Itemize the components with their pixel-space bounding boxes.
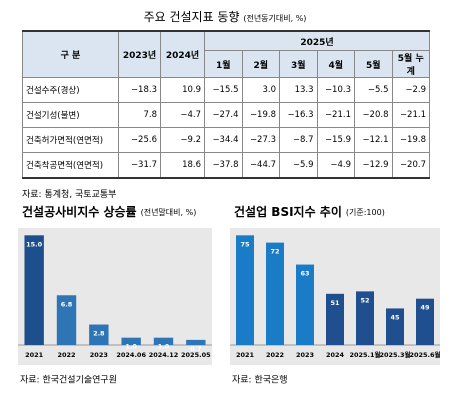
value-label: 6.8	[61, 300, 73, 308]
cell: −37.8	[204, 152, 243, 179]
chart-subtitle: (전년말대비, %)	[141, 207, 197, 217]
cell: −4.9	[316, 152, 355, 179]
value-label: 0.7	[190, 345, 202, 353]
table-unit: (전년동기대비, %)	[243, 14, 307, 23]
cell: 18.6	[160, 152, 205, 179]
table-title-row: 주요 건설지표 동향 (전년동기대비, %)	[0, 8, 450, 25]
value-label: 49	[420, 304, 430, 312]
cell: −19.8	[391, 127, 430, 153]
cell: −31.7	[118, 152, 161, 179]
cell: −12.9	[354, 152, 393, 179]
value-label: 15.0	[26, 240, 43, 248]
value-label: 2.8	[93, 330, 105, 338]
table: 구 분 2023년 2024년 2025년 1월 2월 3월 4월 5월 5월 누계 건설수주(…	[22, 30, 430, 179]
bar	[266, 242, 284, 345]
table-row: 건축착공면적(연면적) −31.7 18.6 −37.8 −44.7 −5.9 −4.9 −1…	[22, 152, 430, 179]
x-tick-label: 2022	[266, 351, 284, 359]
chart-source: 자료: 한국건설기술연구원	[20, 375, 117, 386]
table-source: 자료: 통계청, 국토교통부	[22, 190, 117, 200]
x-tick-label: 2022	[57, 351, 75, 359]
value-label: 75	[240, 240, 250, 248]
table-row: 건축허가면적(연면적) −25.6 −9.2 −34.4 −27.3 −8.7 −15.9−…	[22, 127, 430, 153]
cell: −20.7	[391, 152, 430, 179]
cell: −12.1	[354, 127, 393, 153]
bar	[89, 324, 109, 345]
value-label: 1.0	[125, 343, 137, 351]
value-label: 63	[300, 270, 309, 278]
cell: −25.6	[118, 127, 161, 153]
row-label: 건축착공면적(연면적)	[22, 152, 119, 179]
table-title: 주요 건설지표 동향	[143, 10, 240, 24]
x-tick-label: 2025.3월	[379, 350, 410, 359]
table-row: 건설수주(경상) −18.3 10.9 −15.5 3.0 13.3 −10.3 −5.5 −2…	[22, 77, 430, 103]
bar	[153, 337, 174, 345]
bar	[386, 308, 404, 345]
cell: −5.9	[279, 152, 318, 179]
header-cell: 1월	[204, 50, 243, 78]
value-label: 51	[330, 299, 340, 307]
header-cell: 구 분	[22, 30, 119, 78]
plot-area	[18, 228, 212, 365]
x-tick-label: 2025.05	[181, 351, 211, 359]
x-tick-label: 2024.12	[149, 351, 179, 359]
x-tick-label: 2024.06	[116, 351, 146, 359]
cell: 10.9	[160, 77, 205, 103]
cell: −15.9	[316, 127, 355, 153]
header-cell: 5월 누계	[391, 50, 430, 78]
value-label: 52	[360, 296, 369, 304]
table-row: 건설기성(불변) 7.8 −4.7 −27.4 −19.8 −16.3 −21.1 −20.8…	[22, 102, 430, 128]
bar	[356, 291, 374, 345]
value-label: 72	[270, 248, 279, 256]
value-label: 1.0	[158, 343, 170, 351]
chart-title-text: 건설공사비지수 상승률	[22, 204, 137, 219]
x-tick-label: 2025.1월	[349, 350, 380, 359]
bar	[121, 337, 141, 345]
x-tick-label: 2021	[236, 351, 255, 359]
chart-subtitle: (기준:100)	[346, 208, 385, 217]
bar	[236, 235, 254, 345]
cell: −8.7	[279, 127, 318, 153]
x-tick-label: 2023	[296, 351, 314, 359]
bar	[326, 293, 344, 345]
x-tick-label: 2025.6월	[409, 350, 440, 359]
x-tick-label: 2021	[25, 351, 44, 359]
x-tick-label: 2023	[90, 351, 108, 359]
chart-source: 자료: 한국은행	[232, 374, 288, 386]
bar	[186, 339, 206, 345]
x-tick-label: 2024	[326, 351, 345, 359]
bar	[416, 298, 434, 345]
header-cell: 2025년	[204, 30, 430, 51]
header-cell: 2월	[241, 50, 280, 78]
bar	[24, 235, 44, 345]
bar	[296, 264, 314, 345]
cell: −9.2	[160, 127, 205, 153]
cell: −21.1	[391, 102, 430, 128]
chart-title-text: 건설업 BSI지수 추이	[234, 204, 342, 219]
chart-title: 건설공사비지수 상승률 (전년말대비, %)	[22, 204, 196, 219]
cell: −10.3	[316, 77, 355, 103]
value-label: 45	[390, 313, 400, 321]
cell: −18.3	[118, 77, 161, 103]
header-cell: 4월	[316, 50, 355, 78]
cell: −5.5	[354, 77, 393, 103]
chart-title: 건설업 BSI지수 추이 (기준:100)	[234, 204, 385, 219]
cell: 13.3	[279, 77, 318, 103]
cell: 7.8	[118, 102, 161, 128]
bar	[56, 295, 77, 345]
